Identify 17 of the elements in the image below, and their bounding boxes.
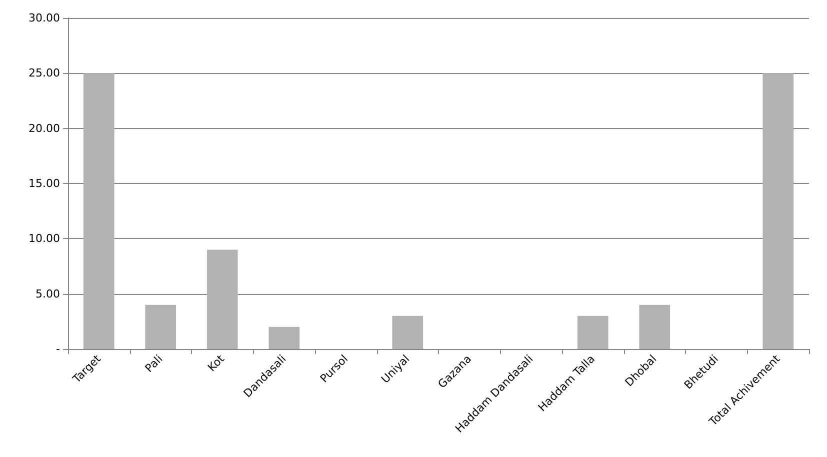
y-tick-label: -	[56, 342, 60, 356]
y-tick-label: 15.00	[28, 177, 60, 190]
y-tick-label: 25.00	[28, 66, 60, 80]
y-tick-label: 20.00	[28, 122, 60, 135]
x-tick-label: Kot	[205, 352, 228, 374]
bar	[392, 316, 424, 349]
bar	[577, 316, 608, 349]
y-tick-label: 30.00	[28, 12, 60, 24]
bar	[206, 250, 238, 349]
bar	[83, 73, 114, 349]
y-tick-label: 5.00	[36, 287, 60, 300]
y-tick-label: 10.00	[28, 232, 60, 246]
bar	[268, 326, 300, 349]
x-tick-label: Pali	[142, 352, 166, 376]
bar	[762, 73, 794, 349]
bar	[639, 304, 670, 349]
bar	[145, 304, 176, 349]
